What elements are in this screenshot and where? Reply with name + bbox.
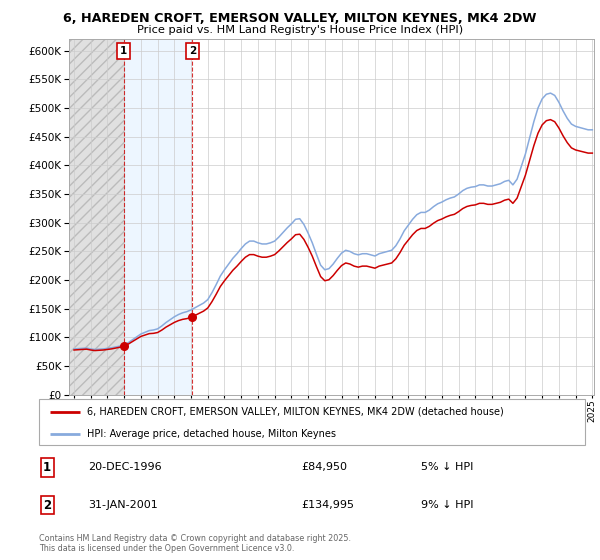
Text: 2: 2 xyxy=(43,499,51,512)
Text: 31-JAN-2001: 31-JAN-2001 xyxy=(88,500,158,510)
Text: 1: 1 xyxy=(120,46,127,55)
Text: £134,995: £134,995 xyxy=(301,500,354,510)
Text: Price paid vs. HM Land Registry's House Price Index (HPI): Price paid vs. HM Land Registry's House … xyxy=(137,25,463,35)
Bar xyxy=(124,39,193,395)
Text: 1: 1 xyxy=(43,461,51,474)
Bar xyxy=(69,39,124,395)
Text: 6, HAREDEN CROFT, EMERSON VALLEY, MILTON KEYNES, MK4 2DW: 6, HAREDEN CROFT, EMERSON VALLEY, MILTON… xyxy=(63,12,537,25)
Text: 5% ↓ HPI: 5% ↓ HPI xyxy=(421,463,473,473)
Text: 2: 2 xyxy=(189,46,196,55)
Text: 9% ↓ HPI: 9% ↓ HPI xyxy=(421,500,474,510)
FancyBboxPatch shape xyxy=(39,399,585,445)
Text: 6, HAREDEN CROFT, EMERSON VALLEY, MILTON KEYNES, MK4 2DW (detached house): 6, HAREDEN CROFT, EMERSON VALLEY, MILTON… xyxy=(87,407,504,417)
Text: £84,950: £84,950 xyxy=(301,463,347,473)
Text: 20-DEC-1996: 20-DEC-1996 xyxy=(88,463,162,473)
Text: HPI: Average price, detached house, Milton Keynes: HPI: Average price, detached house, Milt… xyxy=(87,429,336,438)
Text: Contains HM Land Registry data © Crown copyright and database right 2025.
This d: Contains HM Land Registry data © Crown c… xyxy=(39,534,351,553)
